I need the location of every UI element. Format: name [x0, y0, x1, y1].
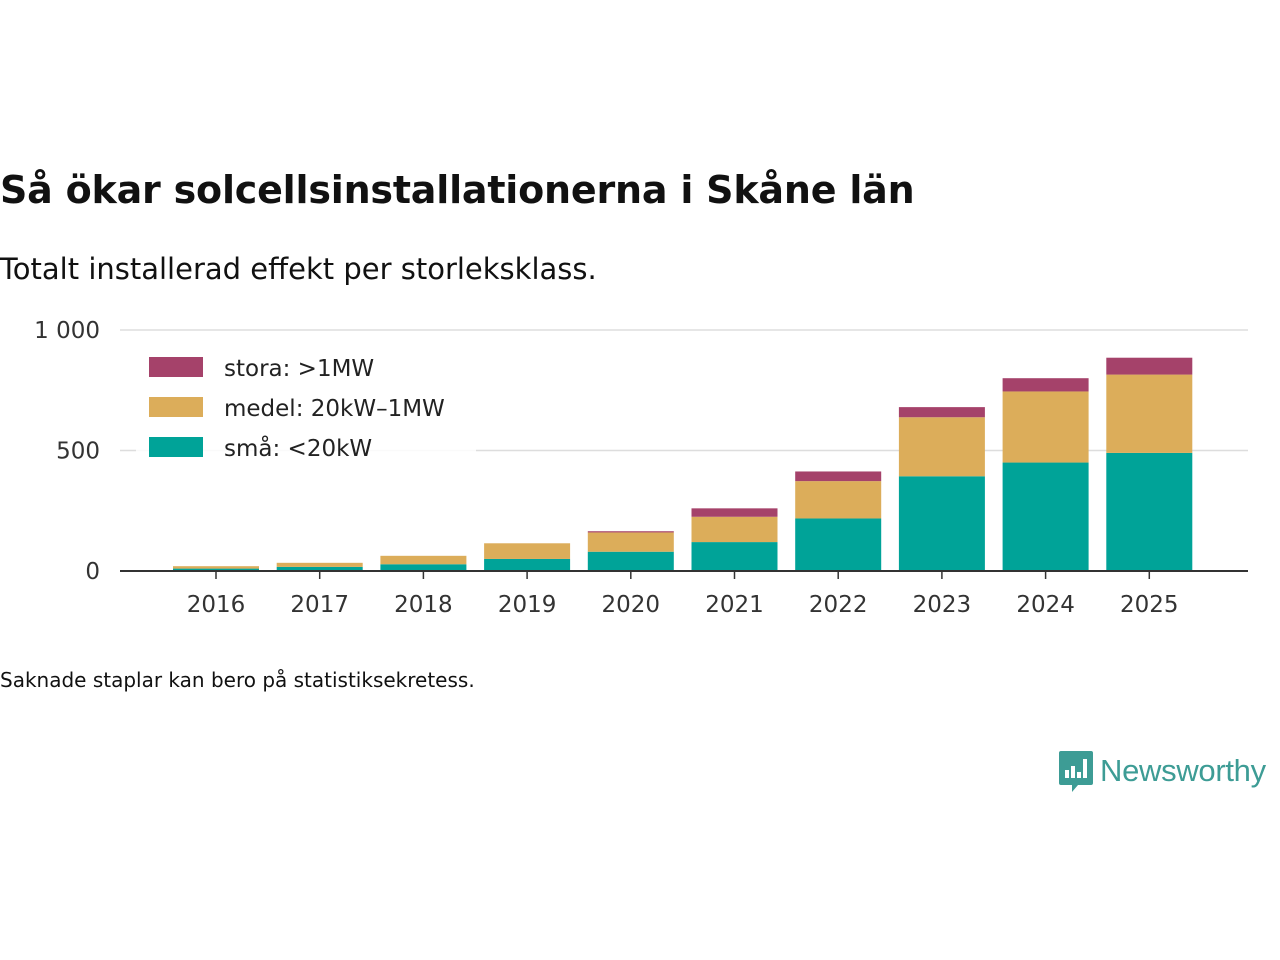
bar-segment [795, 481, 882, 519]
bar-segment [898, 417, 985, 477]
bar-segment [898, 476, 985, 571]
bar-segment [1106, 357, 1193, 375]
y-tick-label: 500 [56, 439, 100, 465]
y-tick-label: 0 [85, 559, 100, 585]
bar-segment [1002, 462, 1089, 571]
legend-swatch [149, 437, 203, 457]
bar-segment [795, 518, 882, 571]
chart-title: Så ökar solcellsinstallationerna i Skåne… [0, 168, 915, 212]
legend-label: medel: 20kW–1MW [224, 396, 445, 422]
x-tick-label: 2021 [705, 592, 764, 618]
x-tick-label: 2016 [187, 592, 246, 618]
x-tick-label: 2022 [809, 592, 868, 618]
bar-segment [898, 407, 985, 418]
bar-segment [484, 558, 571, 571]
x-tick-label: 2025 [1120, 592, 1179, 618]
bar-segment [1002, 391, 1089, 463]
x-tick-label: 2020 [602, 592, 661, 618]
bar-segment [380, 564, 467, 571]
x-tick-label: 2018 [394, 592, 453, 618]
bar-segment [173, 568, 259, 571]
brand-logo: Newsworthy [1058, 750, 1266, 792]
legend-swatch [149, 357, 203, 377]
bar-segment [484, 543, 571, 559]
x-tick-label: 2023 [913, 592, 972, 618]
bars [173, 357, 1193, 571]
bar-segment [691, 542, 778, 571]
brand-name: Newsworthy [1100, 753, 1266, 788]
chart-bubble-icon [1059, 751, 1093, 792]
legend: stora: >1MW medel: 20kW–1MW små: <20kW [136, 340, 476, 464]
legend-label: små: <20kW [224, 434, 372, 462]
footnote: Saknade staplar kan bero på statistiksek… [0, 668, 475, 692]
bar-segment [1106, 452, 1193, 571]
x-tick-label: 2019 [498, 592, 557, 618]
bar-segment [276, 566, 363, 571]
bar-segment [691, 508, 778, 517]
x-axis: 2016 2017 2018 2019 2020 2021 2022 2023 2024 2025 [120, 570, 1248, 618]
bar-segment [380, 555, 467, 565]
x-tick-label: 2017 [290, 592, 349, 618]
bar-segment [587, 551, 674, 571]
legend-swatch [149, 397, 203, 417]
bar-segment [276, 562, 363, 567]
y-axis-ticks: 0 500 1 000 [34, 318, 100, 585]
bar-segment [173, 566, 259, 569]
chart-subtitle: Totalt installerad effekt per storlekskl… [0, 252, 597, 286]
y-tick-label: 1 000 [34, 318, 100, 344]
bar-segment [587, 532, 674, 552]
x-tick-label: 2024 [1016, 592, 1075, 618]
bar-segment [691, 516, 778, 543]
bar-segment [587, 531, 674, 533]
bar-segment [1106, 374, 1193, 453]
bar-segment [1002, 378, 1089, 392]
bar-segment [795, 471, 882, 482]
legend-label: stora: >1MW [224, 356, 374, 382]
